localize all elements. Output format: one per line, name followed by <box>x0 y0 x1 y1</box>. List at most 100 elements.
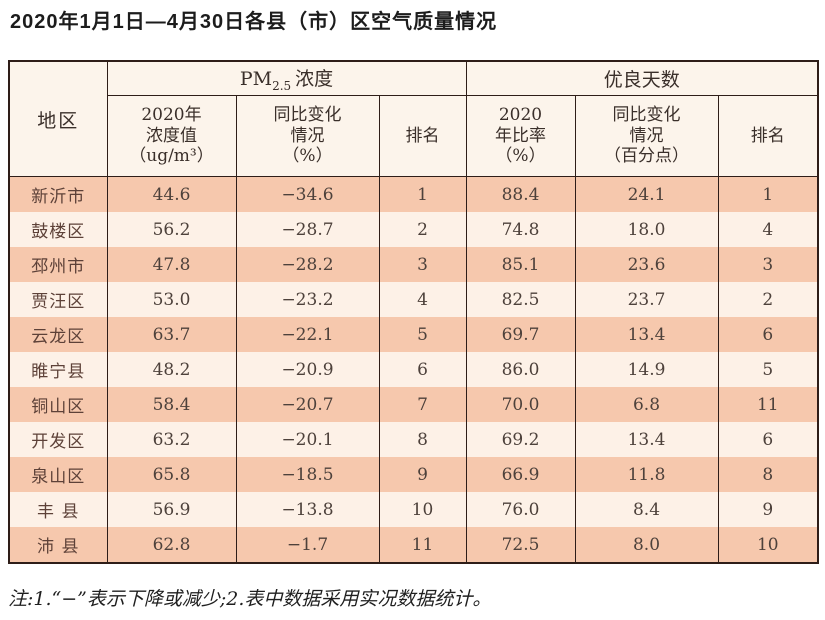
cell-pm-rank: 11 <box>378 527 467 563</box>
cell-pm-rank: 2 <box>378 212 467 247</box>
header-gd-rank: 排名 <box>717 95 819 177</box>
cell-gd-ratio: 86.0 <box>465 352 576 387</box>
cell-gd-rank: 3 <box>717 247 819 282</box>
table-row: 邳州市 47.8 −28.2 3 85.1 23.6 3 <box>8 247 819 282</box>
cell-pm-change: −34.6 <box>235 176 380 212</box>
cell-pm-rank: 7 <box>378 387 467 422</box>
cell-gd-rank: 4 <box>717 212 819 247</box>
cell-gd-rank: 11 <box>717 387 819 422</box>
pm25-label-prefix: PM <box>239 68 273 91</box>
pm25-label-suffix: 浓度 <box>295 68 334 91</box>
cell-gd-ratio: 88.4 <box>465 176 576 212</box>
cell-pm-value: 44.6 <box>106 176 237 212</box>
cell-region: 睢宁县 <box>8 352 108 387</box>
cell-region: 铜山区 <box>8 387 108 422</box>
cell-region: 云龙区 <box>8 317 108 352</box>
cell-region: 邳州市 <box>8 247 108 282</box>
footnote: 注:1.“−”表示下降或减少;2.表中数据采用实况数据统计。 <box>8 588 492 610</box>
header-pm-value: 2020年 浓度值 （ug/m³） <box>106 95 237 177</box>
cell-gd-ratio: 69.2 <box>465 422 576 457</box>
cell-gd-change: 11.8 <box>574 457 719 492</box>
cell-gd-ratio: 72.5 <box>465 527 576 563</box>
cell-pm-value: 47.8 <box>106 247 237 282</box>
cell-gd-rank: 9 <box>717 492 819 527</box>
table-row: 沛 县 62.8 −1.7 11 72.5 8.0 10 <box>8 527 819 563</box>
header-group-row: 地区 PM2.5 浓度 优良天数 <box>8 60 819 177</box>
header-sub-row: 2020年 浓度值 （ug/m³） 同比变化 情况 （%） 排名 2020 年比… <box>9 95 819 177</box>
cell-pm-change: −20.7 <box>235 387 380 422</box>
header-pm-rank: 排名 <box>378 95 467 177</box>
header-pm-change: 同比变化 情况 （%） <box>235 95 380 177</box>
cell-pm-rank: 6 <box>378 352 467 387</box>
cell-gd-ratio: 74.8 <box>465 212 576 247</box>
cell-gd-change: 13.4 <box>574 317 719 352</box>
table-row: 鼓楼区 56.2 −28.7 2 74.8 18.0 4 <box>8 212 819 247</box>
cell-pm-rank: 10 <box>378 492 467 527</box>
cell-pm-rank: 4 <box>378 282 467 317</box>
cell-pm-rank: 3 <box>378 247 467 282</box>
cell-gd-change: 23.6 <box>574 247 719 282</box>
cell-pm-rank: 9 <box>378 457 467 492</box>
cell-gd-ratio: 82.5 <box>465 282 576 317</box>
cell-pm-change: −20.1 <box>235 422 380 457</box>
cell-gd-change: 13.4 <box>574 422 719 457</box>
cell-region: 开发区 <box>8 422 108 457</box>
cell-pm-rank: 1 <box>378 176 467 212</box>
cell-region: 鼓楼区 <box>8 212 108 247</box>
cell-pm-rank: 5 <box>378 317 467 352</box>
table-row: 开发区 63.2 −20.1 8 69.2 13.4 6 <box>8 422 819 457</box>
cell-gd-rank: 2 <box>717 282 819 317</box>
cell-gd-change: 8.4 <box>574 492 719 527</box>
cell-pm-value: 65.8 <box>106 457 237 492</box>
cell-pm-change: −20.9 <box>235 352 380 387</box>
header-gd-change: 同比变化 情况 （百分点） <box>574 95 719 177</box>
cell-pm-change: −1.7 <box>235 527 380 563</box>
cell-pm-value: 58.4 <box>106 387 237 422</box>
header-group-good-days: 优良天数 <box>465 60 819 96</box>
cell-gd-ratio: 69.7 <box>465 317 576 352</box>
cell-region: 沛 县 <box>8 527 108 563</box>
cell-gd-ratio: 76.0 <box>465 492 576 527</box>
cell-pm-change: −23.2 <box>235 282 380 317</box>
page-title: 2020年1月1日—4月30日各县（市）区空气质量情况 <box>10 11 498 33</box>
cell-gd-change: 14.9 <box>574 352 719 387</box>
cell-pm-rank: 8 <box>378 422 467 457</box>
table-row: 云龙区 63.7 −22.1 5 69.7 13.4 6 <box>8 317 819 352</box>
table-row: 睢宁县 48.2 −20.9 6 86.0 14.9 5 <box>8 352 819 387</box>
cell-gd-rank: 5 <box>717 352 819 387</box>
pm25-label-subscript: 2.5 <box>272 78 292 93</box>
cell-gd-ratio: 85.1 <box>465 247 576 282</box>
cell-gd-change: 18.0 <box>574 212 719 247</box>
air-quality-table: 地区 PM2.5 浓度 优良天数 2020年 浓度值 （ug/m³） 同比变化 情… <box>8 60 820 564</box>
table-row: 铜山区 58.4 −20.7 7 70.0 6.8 11 <box>8 387 819 422</box>
cell-pm-value: 56.9 <box>106 492 237 527</box>
table-row: 泉山区 65.8 −18.5 9 66.9 11.8 8 <box>8 457 819 492</box>
table-header: 地区 PM2.5 浓度 优良天数 2020年 浓度值 （ug/m³） 同比变化 情… <box>8 60 819 177</box>
cell-gd-change: 8.0 <box>574 527 719 563</box>
cell-gd-rank: 10 <box>717 527 819 563</box>
header-gd-ratio: 2020 年比率 （%） <box>465 95 576 177</box>
cell-gd-rank: 6 <box>717 422 819 457</box>
cell-pm-change: −28.2 <box>235 247 380 282</box>
cell-gd-rank: 8 <box>717 457 819 492</box>
cell-pm-change: −22.1 <box>235 317 380 352</box>
cell-pm-value: 63.7 <box>106 317 237 352</box>
cell-pm-value: 53.0 <box>106 282 237 317</box>
cell-gd-change: 6.8 <box>574 387 719 422</box>
cell-pm-change: −13.8 <box>235 492 380 527</box>
cell-gd-rank: 6 <box>717 317 819 352</box>
cell-gd-rank: 1 <box>717 176 819 212</box>
cell-gd-change: 23.7 <box>574 282 719 317</box>
cell-region: 新沂市 <box>8 176 108 212</box>
cell-pm-value: 56.2 <box>106 212 237 247</box>
cell-region: 丰 县 <box>8 492 108 527</box>
cell-region: 泉山区 <box>8 457 108 492</box>
header-region: 地区 <box>8 60 108 177</box>
cell-pm-value: 62.8 <box>106 527 237 563</box>
cell-pm-value: 63.2 <box>106 422 237 457</box>
table-body: 新沂市 44.6 −34.6 1 88.4 24.1 1 鼓楼区 56.2 −28.7 2 74.8 1… <box>8 176 819 563</box>
cell-gd-ratio: 70.0 <box>465 387 576 422</box>
cell-pm-change: −18.5 <box>235 457 380 492</box>
table-row: 丰 县 56.9 −13.8 10 76.0 8.4 9 <box>8 492 819 527</box>
